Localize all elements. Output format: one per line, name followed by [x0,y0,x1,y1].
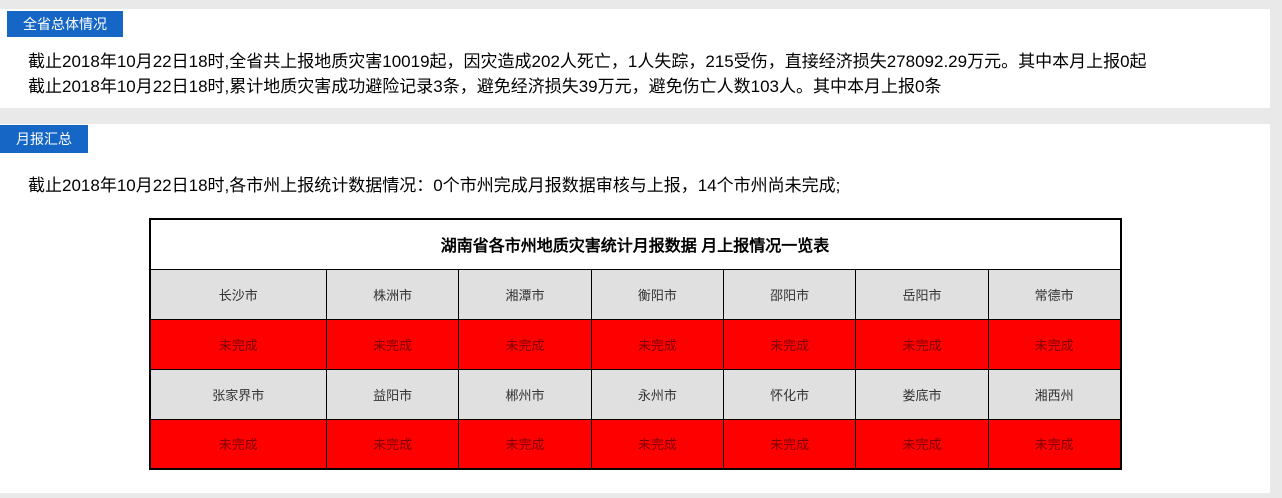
section-badge-monthly: 月报汇总 [0,125,88,153]
city-cell: 益阳市 [325,368,460,420]
status-cell: 未完成 [987,418,1122,470]
table-title-row: 湖南省各市州地质灾害统计月报数据 月上报情况一览表 [149,218,1121,270]
city-cell: 长沙市 [149,268,327,320]
status-cell: 未完成 [325,418,460,470]
report-page: 全省总体情况 截止2018年10月22日18时,全省共上报地质灾害10019起，… [0,9,1270,498]
city-cell: 常德市 [987,268,1122,320]
status-cell: 未完成 [149,318,327,370]
status-cell: 未完成 [325,318,460,370]
section-badge-overall: 全省总体情况 [7,11,123,37]
city-cell: 永州市 [590,368,724,420]
status-cell: 未完成 [458,318,592,370]
city-cell: 湘潭市 [458,268,592,320]
status-cell: 未完成 [855,318,989,370]
status-cell: 未完成 [590,418,724,470]
monthly-summary-line: 截止2018年10月22日18时,各市州上报统计数据情况：0个市州完成月报数据审… [28,176,841,195]
table-row: 未完成 未完成 未完成 未完成 未完成 未完成 未完成 [149,318,1122,370]
overall-statistics-line-2: 截止2018年10月22日18时,累计地质灾害成功避险记录3条，避免经济损失39… [28,77,942,96]
section-monthly-summary: 月报汇总 截止2018年10月22日18时,各市州上报统计数据情况：0个市州完成… [0,124,1270,493]
status-cell: 未完成 [590,318,724,370]
section-overall: 全省总体情况 截止2018年10月22日18时,全省共上报地质灾害10019起，… [0,9,1270,108]
status-cell: 未完成 [987,318,1122,370]
city-cell: 娄底市 [855,368,989,420]
status-cell: 未完成 [722,418,857,470]
city-cell: 湘西州 [987,368,1122,420]
city-cell: 岳阳市 [855,268,989,320]
status-cell: 未完成 [722,318,857,370]
overall-statistics-line-1: 截止2018年10月22日18时,全省共上报地质灾害10019起，因灾造成202… [28,52,1147,71]
section-divider [0,108,1270,124]
city-cell: 株洲市 [325,268,460,320]
table-row: 张家界市 益阳市 郴州市 永州市 怀化市 娄底市 湘西州 [149,368,1122,420]
city-cell: 邵阳市 [722,268,857,320]
table-row: 长沙市 株洲市 湘潭市 衡阳市 邵阳市 岳阳市 常德市 [149,268,1122,320]
status-cell: 未完成 [458,418,592,470]
city-cell: 衡阳市 [590,268,724,320]
city-cell: 怀化市 [722,368,857,420]
status-cell: 未完成 [855,418,989,470]
city-cell: 郴州市 [458,368,592,420]
table-title: 湖南省各市州地质灾害统计月报数据 月上报情况一览表 [149,218,1121,270]
table-row: 未完成 未完成 未完成 未完成 未完成 未完成 未完成 [149,418,1122,470]
status-cell: 未完成 [149,418,327,470]
monthly-report-table: 湖南省各市州地质灾害统计月报数据 月上报情况一览表 长沙市 株洲市 湘潭市 衡阳… [148,218,1122,470]
city-cell: 张家界市 [149,368,327,420]
